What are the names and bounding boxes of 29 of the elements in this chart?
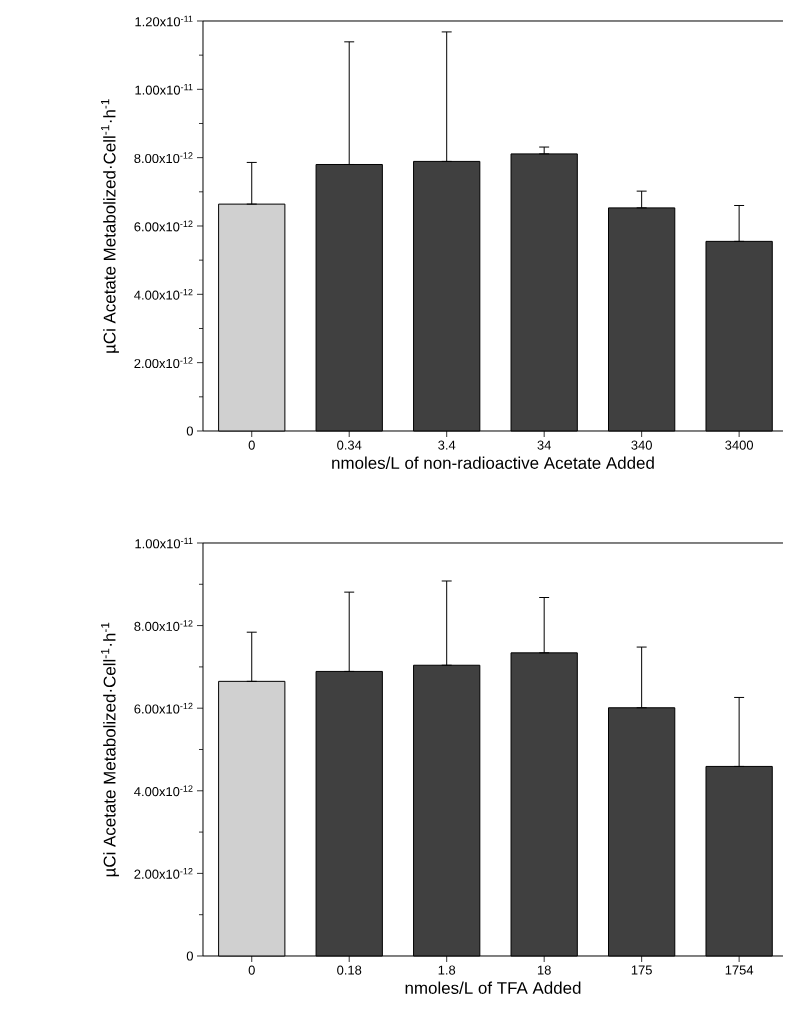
x-tick-label: 340 <box>631 440 652 450</box>
x-tick-label: 0 <box>248 440 255 450</box>
y-axis-title: µCi Acetate Metabolized·Cell$^{-1}$·h$^{-1}$ <box>101 99 119 353</box>
y-tick-label: 6.00x10$^{-12}$ <box>134 702 193 714</box>
y-tick-label: 8.00x10$^{-12}$ <box>134 152 193 164</box>
y-tick-label: 1.00x10$^{-11}$ <box>135 83 193 95</box>
x-tick-label: 18 <box>537 965 551 975</box>
x-tick-label: 0.34 <box>337 440 362 450</box>
x-tick-label: 1754 <box>725 965 754 975</box>
y-tick-label: 6.00x10$^{-12}$ <box>134 220 193 232</box>
x-axis-title: nmoles/L of TFA Added <box>405 981 581 994</box>
y-axis-title: µCi Acetate Metabolized·Cell$^{-1}$·h$^{-1}$ <box>101 622 119 877</box>
y-tick-label: 4.00x10$^{-12}$ <box>134 785 193 797</box>
y-tick-label: 1.00x10$^{-11}$ <box>135 537 193 549</box>
y-tick-label: 0 <box>186 426 193 436</box>
x-tick-label: 34 <box>537 440 551 450</box>
y-tick-label: 4.00x10$^{-12}$ <box>134 288 193 300</box>
x-tick-label: 3.4 <box>438 440 456 450</box>
x-tick-label: 1.8 <box>438 965 456 975</box>
x-tick-label: 0 <box>248 965 255 975</box>
y-tick-label: 2.00x10$^{-12}$ <box>134 868 193 879</box>
y-tick-label: 8.00x10$^{-12}$ <box>134 620 193 631</box>
x-axis-title: nmoles/L of non-radioactive Acetate Added <box>332 456 654 469</box>
x-tick-label: 175 <box>631 965 652 975</box>
x-tick-label: 0.18 <box>337 965 362 975</box>
y-tick-label: 0 <box>186 951 193 961</box>
x-tick-label: 3400 <box>725 440 754 450</box>
y-tick-label: 2.00x10$^{-12}$ <box>134 357 193 369</box>
y-tick-label: 1.20x10$^{-11}$ <box>135 15 193 27</box>
